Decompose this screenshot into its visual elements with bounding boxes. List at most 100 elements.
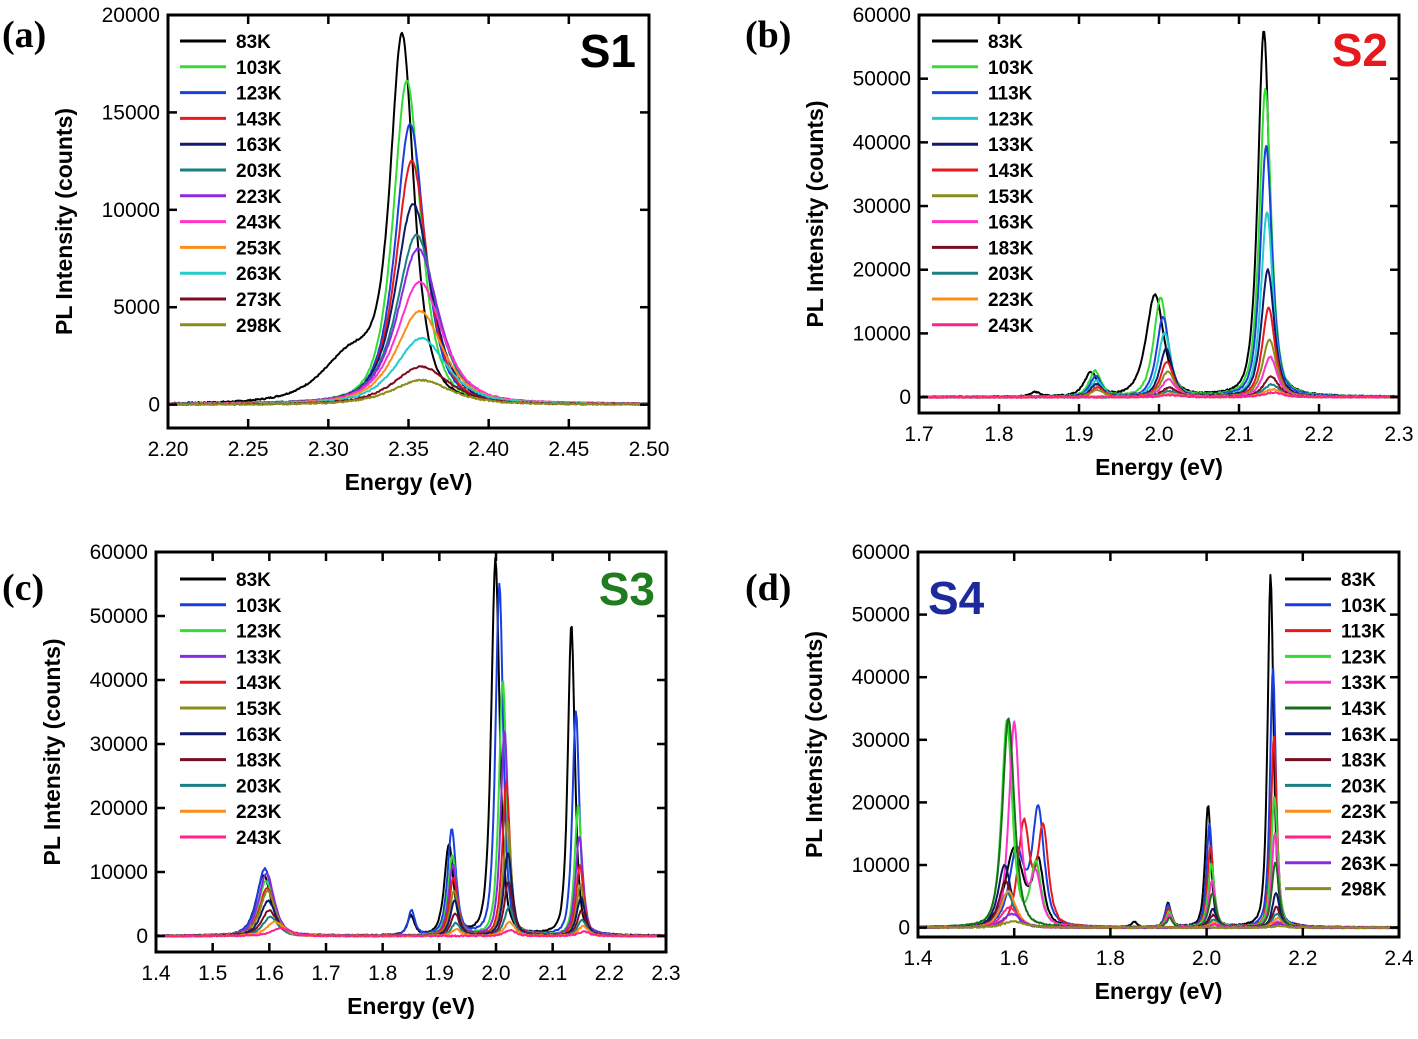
- legend-label: 163K: [1341, 725, 1387, 746]
- legend-label: 133K: [236, 647, 282, 668]
- y-tick-label: 10000: [852, 854, 910, 877]
- legend-label: 103K: [988, 58, 1034, 79]
- y-tick-label: 10000: [853, 322, 911, 345]
- legend-label: 153K: [236, 699, 282, 720]
- series-group: [919, 30, 1399, 399]
- legend-label: 243K: [236, 213, 282, 234]
- x-tick-label: 1.6: [255, 962, 284, 985]
- sample-title: S1: [580, 25, 636, 77]
- x-tick-label: 2.0: [1192, 947, 1221, 970]
- panel-letter: (a): [2, 14, 46, 56]
- series-line-123K: [918, 719, 1399, 930]
- legend-label: 143K: [1341, 699, 1387, 720]
- legend-label: 113K: [1341, 622, 1386, 643]
- x-tick-label: 2.50: [629, 438, 670, 461]
- legend-label: 163K: [236, 135, 282, 156]
- legend-label: 123K: [1341, 647, 1387, 668]
- legend-label: 83K: [236, 32, 271, 53]
- series-group: [918, 573, 1399, 930]
- y-tick-label: 10000: [90, 861, 148, 884]
- x-tick-label: 2.3: [651, 962, 680, 985]
- y-tick-label: 40000: [853, 131, 911, 154]
- y-tick-label: 15000: [102, 101, 160, 124]
- y-tick-label: 50000: [852, 604, 910, 627]
- y-tick-label: 0: [148, 394, 160, 417]
- y-axis-label: PL Intensity (counts): [39, 638, 65, 865]
- legend-label: 143K: [236, 109, 282, 130]
- series-line-113K: [918, 735, 1399, 930]
- legend-label: 123K: [988, 109, 1034, 130]
- series-line-83K: [156, 557, 666, 938]
- x-axis-label: Energy (eV): [1095, 978, 1223, 1004]
- series-line-143K: [918, 717, 1399, 930]
- x-tick-label: 1.8: [984, 423, 1013, 446]
- y-tick-label: 10000: [102, 199, 160, 222]
- legend-label: 203K: [236, 776, 282, 797]
- legend: 83K 103K 123K 133K 143K 153K 163K 183K 203K 223K 2…: [180, 570, 282, 849]
- chart-panel-4: 1.4 1.6 1.8 2.0 2.2 2.4 0 10000 20000 30000 40000 5…: [745, 541, 1414, 1004]
- x-tick-label: 2.20: [148, 438, 189, 461]
- legend-label: 103K: [236, 58, 282, 79]
- x-tick-label: 1.8: [1096, 947, 1125, 970]
- series-line-143K: [156, 780, 666, 938]
- y-axis-label: PL Intensity (counts): [802, 100, 828, 327]
- legend-label: 83K: [1341, 570, 1376, 591]
- y-tick-label: 0: [898, 917, 910, 940]
- y-tick-label: 60000: [90, 541, 148, 564]
- x-tick-label: 1.9: [1064, 423, 1093, 446]
- legend-label: 243K: [1341, 828, 1387, 849]
- series-line-243K: [919, 391, 1399, 399]
- x-tick-label: 2.3: [1384, 423, 1413, 446]
- y-tick-label: 30000: [852, 729, 910, 752]
- series-group: [168, 31, 649, 406]
- plot-frame: [916, 550, 1401, 939]
- x-axis-label: Energy (eV): [347, 993, 475, 1019]
- y-tick-label: 30000: [90, 733, 148, 756]
- x-axis-label: Energy (eV): [1095, 454, 1223, 480]
- x-tick-label: 2.0: [1144, 423, 1173, 446]
- x-tick-label: 1.4: [141, 962, 171, 985]
- series-line-153K: [156, 819, 666, 938]
- y-tick-label: 20000: [90, 797, 148, 820]
- legend: 83K 103K 113K 123K 133K 143K 153K 163K 183K 203K 2…: [932, 32, 1034, 337]
- series-line-163K: [919, 355, 1399, 399]
- series-line-103K: [156, 582, 666, 938]
- legend-label: 263K: [1341, 854, 1387, 875]
- legend-label: 123K: [236, 622, 282, 643]
- series-line-123K: [156, 680, 666, 938]
- x-tick-label: 2.0: [481, 962, 510, 985]
- chart-panel-2: 1.7 1.8 1.9 2.0 2.1 2.2 2.3 0 10000 20000 30000 400…: [745, 4, 1414, 480]
- series-line-298K: [918, 920, 1399, 930]
- x-tick-label: 2.45: [548, 438, 589, 461]
- legend-label: 183K: [1341, 751, 1387, 772]
- panel-letter: (b): [745, 14, 791, 56]
- legend-label: 203K: [1341, 776, 1387, 797]
- x-tick-label: 2.35: [388, 438, 429, 461]
- sample-title: S4: [928, 572, 985, 624]
- x-tick-label: 2.4: [1384, 947, 1414, 970]
- series-line-133K: [918, 720, 1399, 930]
- y-tick-label: 0: [136, 925, 148, 948]
- x-tick-label: 1.6: [1000, 947, 1029, 970]
- series-group: [156, 557, 666, 938]
- y-tick-label: 30000: [853, 195, 911, 218]
- legend-label: 143K: [236, 673, 282, 694]
- legend: 83K 103K 113K 123K 133K 143K 163K 183K 203K 223K 2…: [1285, 570, 1387, 901]
- y-tick-label: 0: [899, 386, 911, 409]
- x-tick-label: 1.9: [425, 962, 454, 985]
- legend-label: 163K: [236, 725, 282, 746]
- x-tick-label: 2.2: [1304, 423, 1333, 446]
- legend-label: 163K: [988, 213, 1034, 234]
- x-tick-label: 2.2: [595, 962, 624, 985]
- series-line-273K: [168, 365, 649, 406]
- legend-label: 243K: [988, 316, 1034, 337]
- series-line-243K: [156, 926, 666, 938]
- x-tick-label: 1.4: [903, 947, 933, 970]
- y-tick-label: 20000: [102, 4, 160, 27]
- legend-label: 223K: [236, 802, 282, 823]
- y-tick-label: 20000: [852, 791, 910, 814]
- legend-label: 253K: [236, 238, 282, 259]
- legend-label: 153K: [988, 187, 1034, 208]
